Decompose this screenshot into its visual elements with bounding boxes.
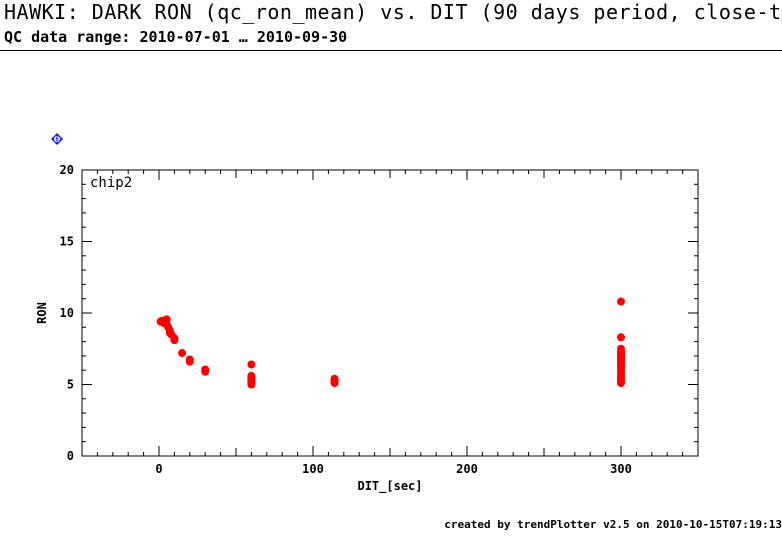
chart-subtitle: QC data range: 2010-07-01 … 2010-09-30 — [4, 28, 348, 46]
data-point — [185, 355, 194, 364]
panel-label: chip2 — [90, 175, 132, 191]
data-point — [162, 315, 171, 324]
x-tick-label: 100 — [302, 462, 324, 476]
y-tick-label: 20 — [60, 163, 74, 177]
data-point — [201, 365, 210, 374]
x-tick-label: 0 — [155, 462, 162, 476]
diamond-badge-center — [54, 136, 60, 142]
data-point — [330, 379, 339, 388]
plot-frame — [81, 169, 699, 457]
header-divider — [0, 50, 782, 51]
footer-credit: created by trendPlotter v2.5 on 2010-10-… — [444, 518, 782, 531]
data-point — [617, 333, 625, 342]
axis-ticks: 0 100 200 300 0 5 10 15 20 — [60, 163, 699, 476]
diamond-badge-label: 6 — [55, 136, 59, 143]
y-tick-label: 15 — [60, 235, 74, 249]
x-tick-label: 200 — [456, 462, 478, 476]
data-point — [247, 380, 256, 389]
diamond-badge-icon: 6 — [51, 133, 63, 145]
data-point — [617, 297, 625, 306]
y-tick-label: 0 — [67, 449, 74, 463]
data-points — [156, 297, 625, 389]
data-point — [170, 334, 179, 343]
x-tick-label: 300 — [610, 462, 632, 476]
y-tick-label: 10 — [60, 306, 74, 320]
data-point — [247, 360, 256, 369]
data-point — [178, 349, 187, 358]
chart-title: HAWKI: DARK RON (qc_ron_mean) vs. DIT (9… — [4, 0, 782, 24]
y-tick-label: 5 — [67, 378, 74, 392]
x-axis-label: DIT_[sec] — [357, 479, 422, 494]
y-axis-label: RON — [35, 302, 49, 324]
data-point — [617, 379, 625, 388]
